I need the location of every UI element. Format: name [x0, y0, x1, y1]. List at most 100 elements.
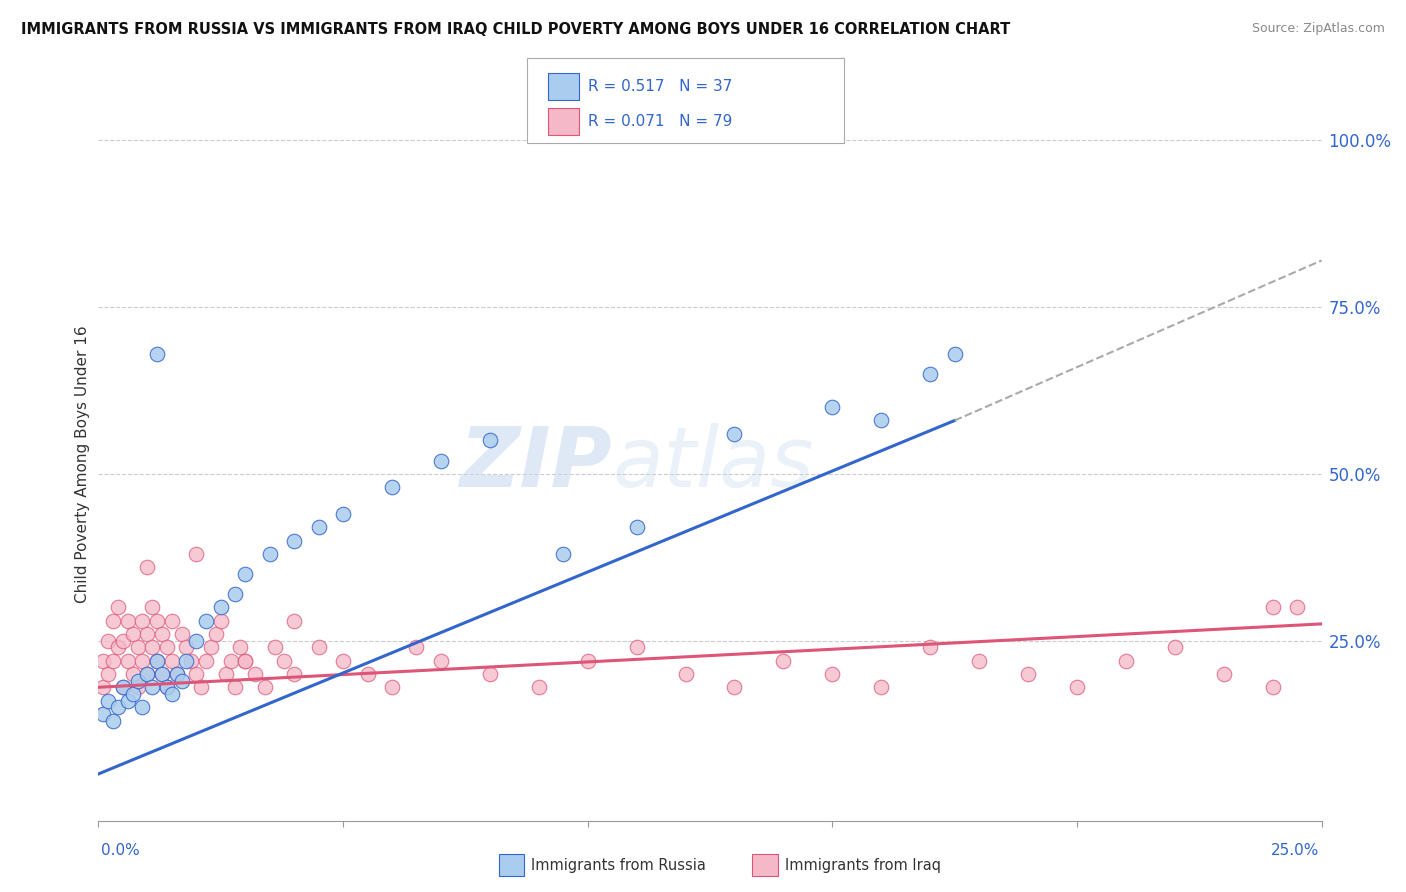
Point — [332, 654, 354, 668]
Text: Source: ZipAtlas.com: Source: ZipAtlas.com — [1251, 22, 1385, 36]
Point — [920, 640, 942, 655]
Point — [723, 426, 745, 441]
Point — [527, 680, 550, 694]
Point — [146, 347, 169, 361]
Point — [146, 614, 169, 628]
Point — [283, 667, 305, 681]
Text: 25.0%: 25.0% — [1271, 843, 1319, 858]
Point — [430, 654, 453, 668]
Text: atlas: atlas — [612, 424, 814, 504]
Point — [156, 680, 179, 694]
Point — [943, 347, 966, 361]
Point — [1115, 654, 1137, 668]
Point — [97, 633, 120, 648]
Point — [150, 667, 173, 681]
Point — [97, 667, 120, 681]
Point — [233, 566, 256, 581]
Point — [131, 654, 153, 668]
Point — [332, 507, 354, 521]
Point — [136, 627, 159, 641]
Point — [308, 640, 330, 655]
Point — [111, 680, 134, 694]
Text: R = 0.071   N = 79: R = 0.071 N = 79 — [588, 114, 733, 129]
Point — [253, 680, 276, 694]
Text: IMMIGRANTS FROM RUSSIA VS IMMIGRANTS FROM IRAQ CHILD POVERTY AMONG BOYS UNDER 16: IMMIGRANTS FROM RUSSIA VS IMMIGRANTS FRO… — [21, 22, 1011, 37]
Text: ZIP: ZIP — [460, 424, 612, 504]
Point — [723, 680, 745, 694]
Point — [176, 640, 198, 655]
Point — [127, 673, 149, 688]
Point — [478, 667, 501, 681]
Point — [1017, 667, 1039, 681]
Text: Immigrants from Iraq: Immigrants from Iraq — [785, 858, 941, 872]
Point — [176, 654, 198, 668]
Point — [224, 680, 246, 694]
Point — [111, 680, 134, 694]
Point — [1212, 667, 1234, 681]
Point — [111, 633, 134, 648]
Point — [150, 667, 173, 681]
Point — [101, 714, 124, 728]
Text: R = 0.517   N = 37: R = 0.517 N = 37 — [588, 79, 733, 95]
Point — [121, 667, 143, 681]
Point — [229, 640, 252, 655]
Point — [141, 680, 163, 694]
Point — [821, 400, 844, 414]
Point — [209, 614, 232, 628]
Point — [117, 693, 139, 707]
Point — [131, 614, 153, 628]
Point — [160, 687, 183, 701]
Point — [136, 667, 159, 681]
Point — [160, 654, 183, 668]
Point — [553, 547, 575, 561]
Point — [121, 687, 143, 701]
Point — [141, 600, 163, 615]
Point — [131, 700, 153, 714]
Point — [127, 640, 149, 655]
Point — [136, 560, 159, 574]
Point — [91, 654, 114, 668]
Point — [219, 654, 242, 668]
Point — [121, 627, 143, 641]
Point — [308, 520, 330, 534]
Point — [166, 667, 188, 681]
Point — [127, 680, 149, 694]
Point — [117, 614, 139, 628]
Point — [156, 680, 179, 694]
Point — [1066, 680, 1088, 694]
Point — [405, 640, 427, 655]
Point — [170, 627, 193, 641]
Point — [166, 667, 188, 681]
Point — [186, 667, 208, 681]
Point — [1261, 680, 1284, 694]
Point — [209, 600, 232, 615]
Point — [101, 614, 124, 628]
Point — [190, 680, 212, 694]
Point — [150, 627, 173, 641]
Point — [107, 600, 129, 615]
Text: 0.0%: 0.0% — [101, 843, 141, 858]
Point — [205, 627, 228, 641]
Text: Immigrants from Russia: Immigrants from Russia — [531, 858, 706, 872]
Point — [91, 706, 114, 721]
Point — [224, 587, 246, 601]
Point — [160, 614, 183, 628]
Point — [283, 533, 305, 548]
Point — [356, 667, 378, 681]
Point — [870, 413, 893, 427]
Point — [195, 614, 218, 628]
Point — [283, 614, 305, 628]
Point — [430, 453, 453, 467]
Point — [91, 680, 114, 694]
Point — [478, 434, 501, 448]
Point — [214, 667, 236, 681]
Point — [97, 693, 120, 707]
Point — [186, 633, 208, 648]
Point — [101, 654, 124, 668]
Point — [381, 480, 404, 494]
Point — [1261, 600, 1284, 615]
Point — [967, 654, 990, 668]
Y-axis label: Child Poverty Among Boys Under 16: Child Poverty Among Boys Under 16 — [75, 325, 90, 603]
Point — [870, 680, 893, 694]
Point — [180, 654, 202, 668]
